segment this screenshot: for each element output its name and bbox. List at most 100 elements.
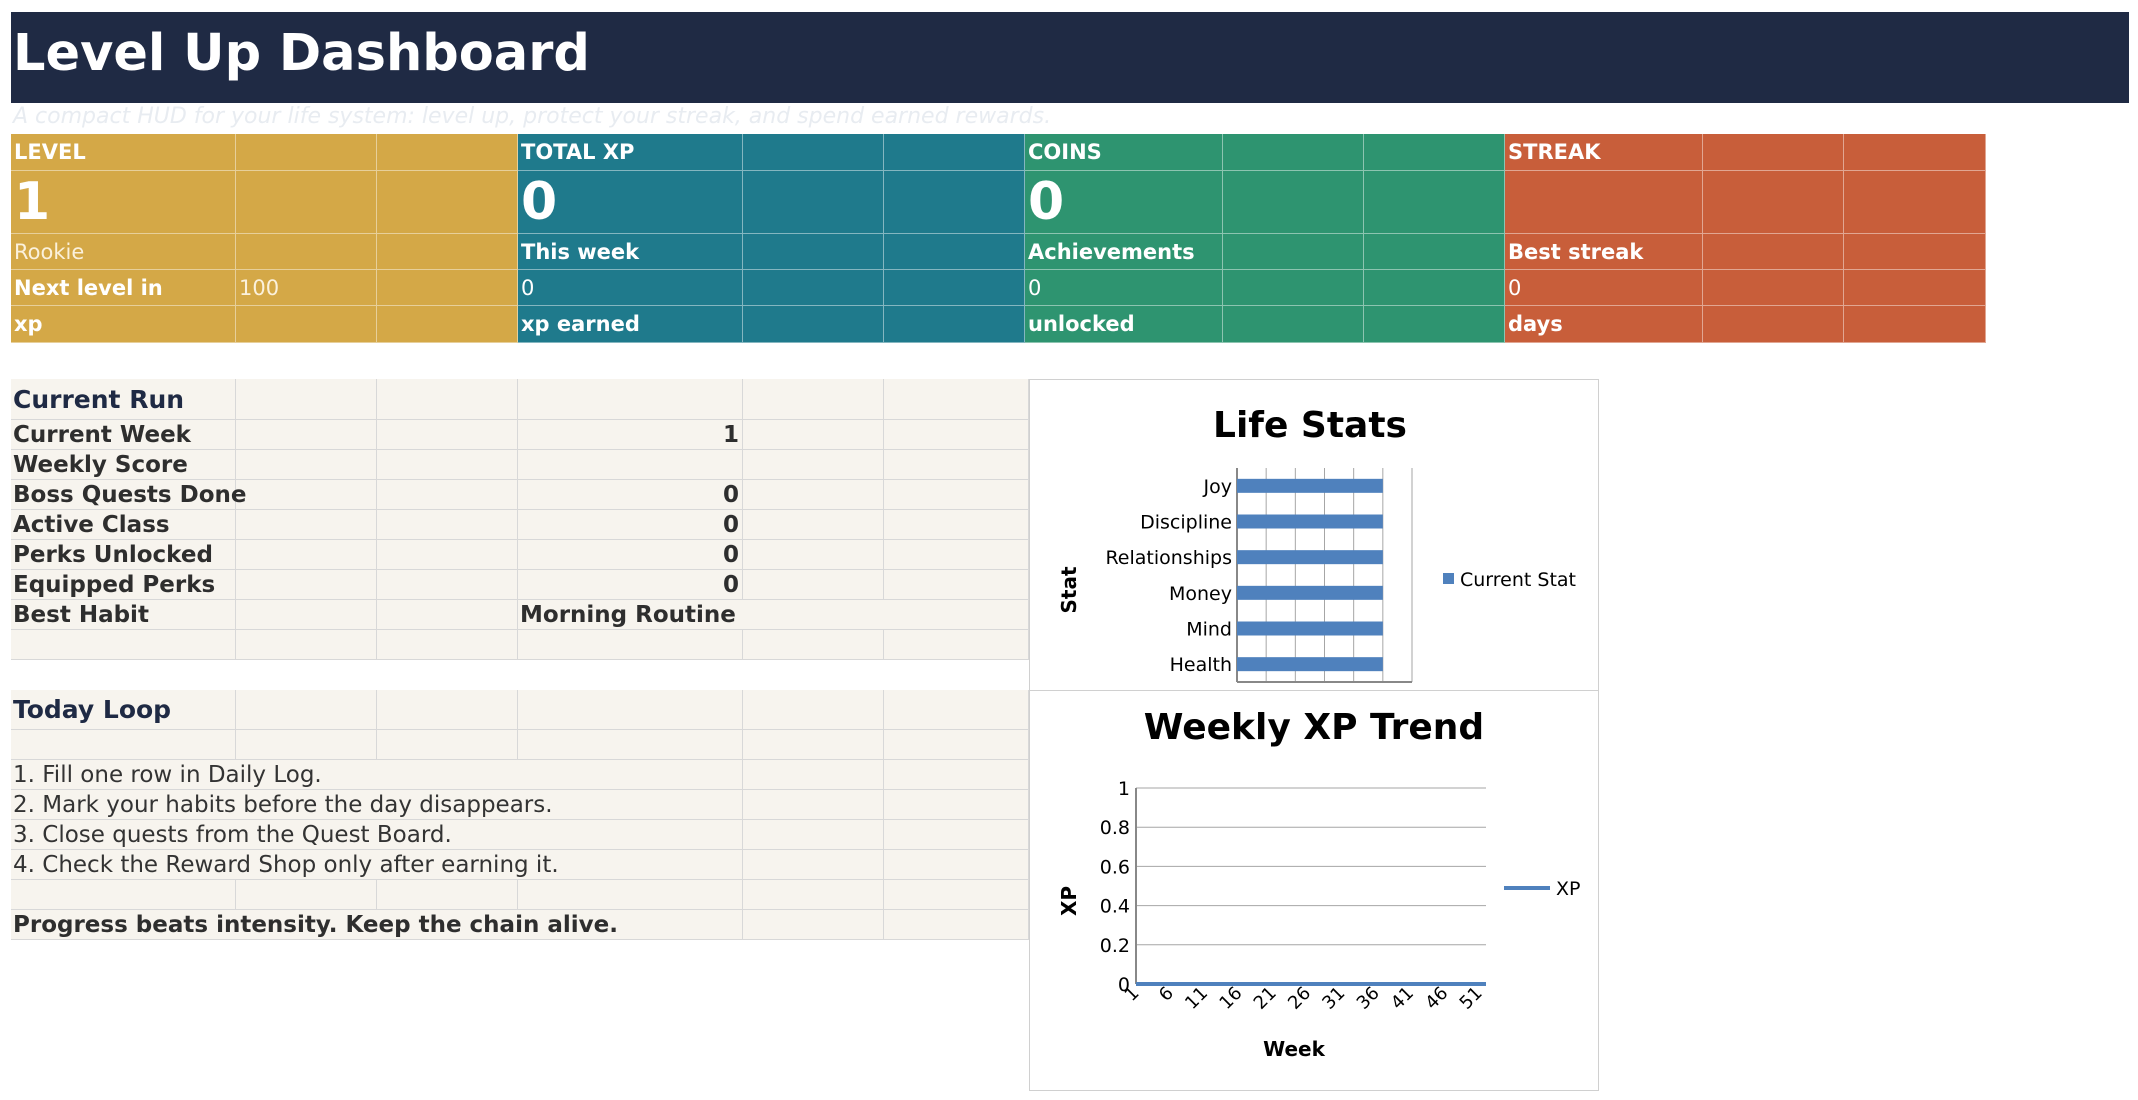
sheet-cell[interactable] — [377, 600, 518, 630]
sheet-cell[interactable] — [743, 134, 884, 171]
sheet-cell[interactable] — [236, 171, 377, 234]
level-label[interactable]: LEVEL — [11, 134, 236, 171]
run-row-value[interactable] — [518, 450, 743, 480]
sheet-cell[interactable] — [236, 510, 377, 540]
sheet-cell[interactable] — [884, 630, 1029, 660]
sheet-cell[interactable] — [11, 730, 236, 760]
sheet-cell[interactable] — [1364, 270, 1505, 306]
sheet-cell[interactable] — [743, 820, 884, 850]
sheet-cell[interactable] — [1223, 234, 1364, 270]
sheet-cell[interactable] — [11, 880, 236, 910]
sheet-cell[interactable] — [884, 420, 1029, 450]
sheet-cell[interactable] — [884, 760, 1029, 790]
sheet-cell[interactable] — [1703, 134, 1844, 171]
sheet-cell[interactable] — [236, 420, 377, 450]
sheet-cell[interactable] — [377, 690, 518, 730]
coins-value[interactable]: 0 — [1025, 171, 1223, 234]
sheet-cell[interactable] — [236, 480, 377, 510]
loop-motto[interactable]: Progress beats intensity. Keep the chain… — [11, 910, 743, 940]
sheet-cell[interactable] — [1364, 234, 1505, 270]
sheet-cell[interactable] — [743, 910, 884, 940]
sheet-cell[interactable] — [1844, 270, 1986, 306]
sheet-cell[interactable] — [743, 630, 884, 660]
sheet-cell[interactable] — [377, 270, 518, 306]
sheet-cell[interactable] — [377, 570, 518, 600]
sheet-cell[interactable] — [236, 730, 377, 760]
sheet-cell[interactable] — [377, 480, 518, 510]
loop-step[interactable]: 1. Fill one row in Daily Log. — [11, 760, 743, 790]
sheet-cell[interactable] — [1844, 171, 1986, 234]
sheet-cell[interactable] — [377, 420, 518, 450]
sheet-cell[interactable] — [1844, 134, 1986, 171]
loop-step[interactable]: 3. Close quests from the Quest Board. — [11, 820, 743, 850]
level-value[interactable]: 1 — [11, 171, 236, 234]
run-row-label[interactable]: Equipped Perks — [11, 570, 236, 600]
coins-unit[interactable]: unlocked — [1025, 306, 1223, 343]
sheet-cell[interactable] — [743, 480, 884, 510]
sheet-cell[interactable] — [884, 910, 1029, 940]
sheet-cell[interactable] — [884, 134, 1025, 171]
level-rank[interactable]: Rookie — [11, 234, 236, 270]
sheet-cell[interactable] — [884, 850, 1029, 880]
sheet-cell[interactable] — [743, 570, 884, 600]
sheet-cell[interactable] — [236, 379, 377, 420]
sheet-cell[interactable] — [377, 134, 518, 171]
sheet-cell[interactable] — [743, 510, 884, 540]
sheet-cell[interactable] — [236, 450, 377, 480]
sheet-cell[interactable] — [1364, 134, 1505, 171]
sheet-cell[interactable] — [743, 850, 884, 880]
sheet-cell[interactable] — [377, 379, 518, 420]
sheet-cell[interactable] — [884, 540, 1029, 570]
sheet-cell[interactable] — [1223, 270, 1364, 306]
sheet-cell[interactable] — [743, 270, 884, 306]
sheet-cell[interactable] — [884, 306, 1025, 343]
life-stats-chart[interactable]: Life Stats Stat Health Mind Money Relations… — [1029, 379, 1599, 691]
sheet-cell[interactable] — [743, 420, 884, 450]
sheet-cell[interactable] — [743, 306, 884, 343]
sheet-cell[interactable] — [884, 171, 1025, 234]
current-run-heading[interactable]: Current Run — [11, 379, 236, 420]
best-streak-label[interactable]: Best streak — [1505, 234, 1703, 270]
sheet-cell[interactable] — [377, 510, 518, 540]
sheet-cell[interactable] — [743, 450, 884, 480]
run-row-value[interactable]: 0 — [518, 480, 743, 510]
best-habit-value[interactable]: Morning Routine — [518, 600, 1029, 630]
loop-step[interactable]: 4. Check the Reward Shop only after earn… — [11, 850, 743, 880]
sheet-cell[interactable] — [1364, 306, 1505, 343]
run-row-label[interactable]: Active Class — [11, 510, 236, 540]
sheet-cell[interactable] — [1223, 134, 1364, 171]
total-xp-label[interactable]: TOTAL XP — [518, 134, 743, 171]
run-row-label[interactable]: Boss Quests Done — [11, 480, 247, 510]
sheet-cell[interactable] — [236, 306, 377, 343]
sheet-cell[interactable] — [743, 760, 884, 790]
sheet-cell[interactable] — [884, 480, 1029, 510]
sheet-cell[interactable] — [884, 880, 1029, 910]
sheet-cell[interactable] — [1844, 306, 1986, 343]
sheet-cell[interactable] — [1703, 234, 1844, 270]
sheet-cell[interactable] — [743, 730, 884, 760]
loop-step[interactable]: 2. Mark your habits before the day disap… — [11, 790, 743, 820]
sheet-cell[interactable] — [884, 730, 1029, 760]
run-row-label[interactable]: Weekly Score — [11, 450, 236, 480]
sheet-cell[interactable] — [743, 379, 884, 420]
achievements-label[interactable]: Achievements — [1025, 234, 1223, 270]
sheet-cell[interactable] — [1223, 306, 1364, 343]
run-row-value[interactable]: 0 — [518, 540, 743, 570]
streak-unit[interactable]: days — [1505, 306, 1703, 343]
sheet-cell[interactable] — [518, 730, 743, 760]
sheet-cell[interactable] — [1703, 270, 1844, 306]
run-row-label[interactable]: Best Habit — [11, 600, 236, 630]
sheet-cell[interactable] — [518, 379, 743, 420]
sheet-cell[interactable] — [743, 234, 884, 270]
weekly-xp-chart[interactable]: Weekly XP Trend XP Week 0 0.2 0.4 0.6 0.8 1 1 6… — [1029, 690, 1599, 1091]
sheet-cell[interactable] — [884, 234, 1025, 270]
sheet-cell[interactable] — [377, 450, 518, 480]
sheet-cell[interactable] — [518, 630, 743, 660]
best-streak-value[interactable]: 0 — [1505, 270, 1703, 306]
this-week-value[interactable]: 0 — [518, 270, 743, 306]
sheet-cell[interactable] — [377, 306, 518, 343]
next-level-value[interactable]: 100 — [236, 270, 377, 306]
sheet-cell[interactable] — [884, 450, 1029, 480]
sheet-cell[interactable] — [1844, 234, 1986, 270]
achievements-value[interactable]: 0 — [1025, 270, 1223, 306]
